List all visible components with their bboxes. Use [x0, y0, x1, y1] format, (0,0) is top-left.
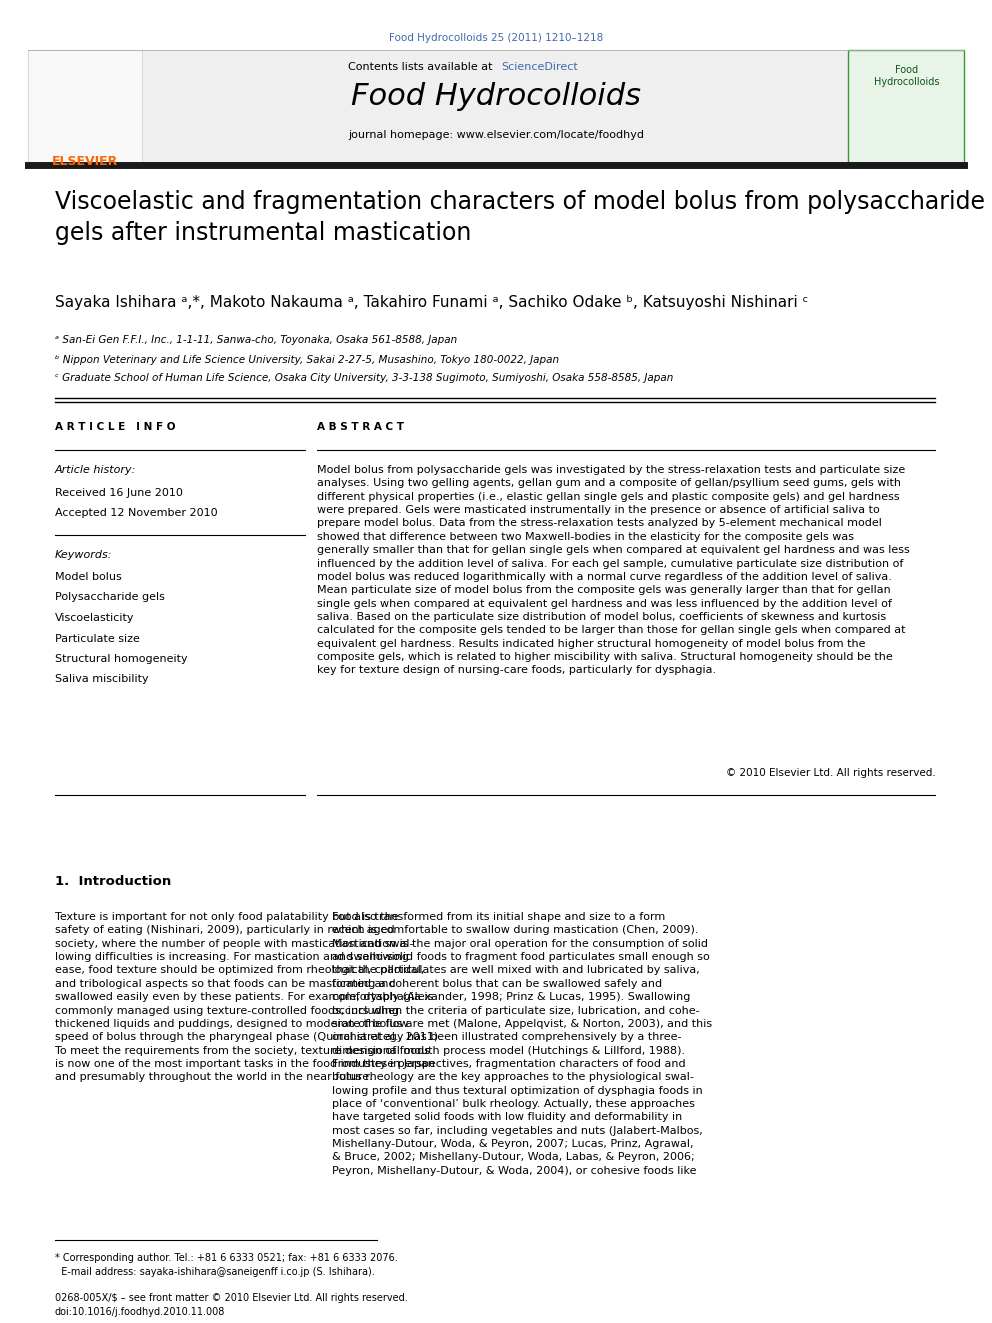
Text: ᵃ San-Ei Gen F.F.I., Inc., 1-1-11, Sanwa-cho, Toyonaka, Osaka 561-8588, Japan: ᵃ San-Ei Gen F.F.I., Inc., 1-1-11, Sanwa…	[55, 335, 456, 345]
Text: A R T I C L E   I N F O: A R T I C L E I N F O	[55, 422, 175, 433]
Bar	[848, 50, 964, 165]
Text: Saliva miscibility: Saliva miscibility	[55, 675, 148, 684]
Text: Model bolus from polysaccharide gels was investigated by the stress-relaxation t: Model bolus from polysaccharide gels was…	[317, 464, 911, 676]
Text: journal homepage: www.elsevier.com/locate/foodhyd: journal homepage: www.elsevier.com/locat…	[348, 130, 644, 140]
Text: Texture is important for not only food palatability but also the
safety of eatin: Texture is important for not only food p…	[55, 912, 441, 1082]
Text: ᵇ Nippon Veterinary and Life Science University, Sakai 2-27-5, Musashino, Tokyo : ᵇ Nippon Veterinary and Life Science Uni…	[55, 355, 558, 365]
Text: Structural homogeneity: Structural homogeneity	[55, 654, 187, 664]
Text: 1.  Introduction: 1. Introduction	[55, 875, 171, 888]
Text: Viscoelasticity: Viscoelasticity	[55, 613, 134, 623]
Text: Received 16 June 2010: Received 16 June 2010	[55, 488, 183, 497]
Text: © 2010 Elsevier Ltd. All rights reserved.: © 2010 Elsevier Ltd. All rights reserved…	[726, 767, 935, 778]
Text: Food Hydrocolloids: Food Hydrocolloids	[351, 82, 641, 111]
Text: Model bolus: Model bolus	[55, 572, 121, 582]
Text: A B S T R A C T: A B S T R A C T	[317, 422, 405, 433]
Text: Food
Hydrocolloids: Food Hydrocolloids	[874, 65, 939, 87]
Text: Contents lists available at: Contents lists available at	[348, 62, 496, 71]
Text: ᶜ Graduate School of Human Life Science, Osaka City University, 3-3-138 Sugimoto: ᶜ Graduate School of Human Life Science,…	[55, 373, 673, 382]
Text: Food is transformed from its initial shape and size to a form
which is comfortab: Food is transformed from its initial sha…	[332, 912, 712, 1176]
Text: Food Hydrocolloids 25 (2011) 1210–1218: Food Hydrocolloids 25 (2011) 1210–1218	[389, 33, 603, 44]
Text: Accepted 12 November 2010: Accepted 12 November 2010	[55, 508, 217, 519]
Text: ELSEVIER: ELSEVIER	[53, 155, 118, 168]
Text: Keywords:: Keywords:	[55, 550, 112, 560]
Text: ScienceDirect: ScienceDirect	[501, 62, 577, 71]
Bar	[28, 50, 964, 165]
Text: Particulate size: Particulate size	[55, 634, 140, 643]
Text: Polysaccharide gels: Polysaccharide gels	[55, 593, 165, 602]
Text: Viscoelastic and fragmentation characters of model bolus from polysaccharide
gel: Viscoelastic and fragmentation character…	[55, 191, 984, 245]
Bar	[28, 50, 142, 165]
Text: * Corresponding author. Tel.: +81 6 6333 0521; fax: +81 6 6333 2076.
  E-mail ad: * Corresponding author. Tel.: +81 6 6333…	[55, 1253, 398, 1277]
Text: Sayaka Ishihara ᵃ,*, Makoto Nakauma ᵃ, Takahiro Funami ᵃ, Sachiko Odake ᵇ, Katsu: Sayaka Ishihara ᵃ,*, Makoto Nakauma ᵃ, T…	[55, 295, 807, 310]
Text: 0268-005X/$ – see front matter © 2010 Elsevier Ltd. All rights reserved.
doi:10.: 0268-005X/$ – see front matter © 2010 El…	[55, 1293, 408, 1316]
Text: Article history:: Article history:	[55, 464, 136, 475]
